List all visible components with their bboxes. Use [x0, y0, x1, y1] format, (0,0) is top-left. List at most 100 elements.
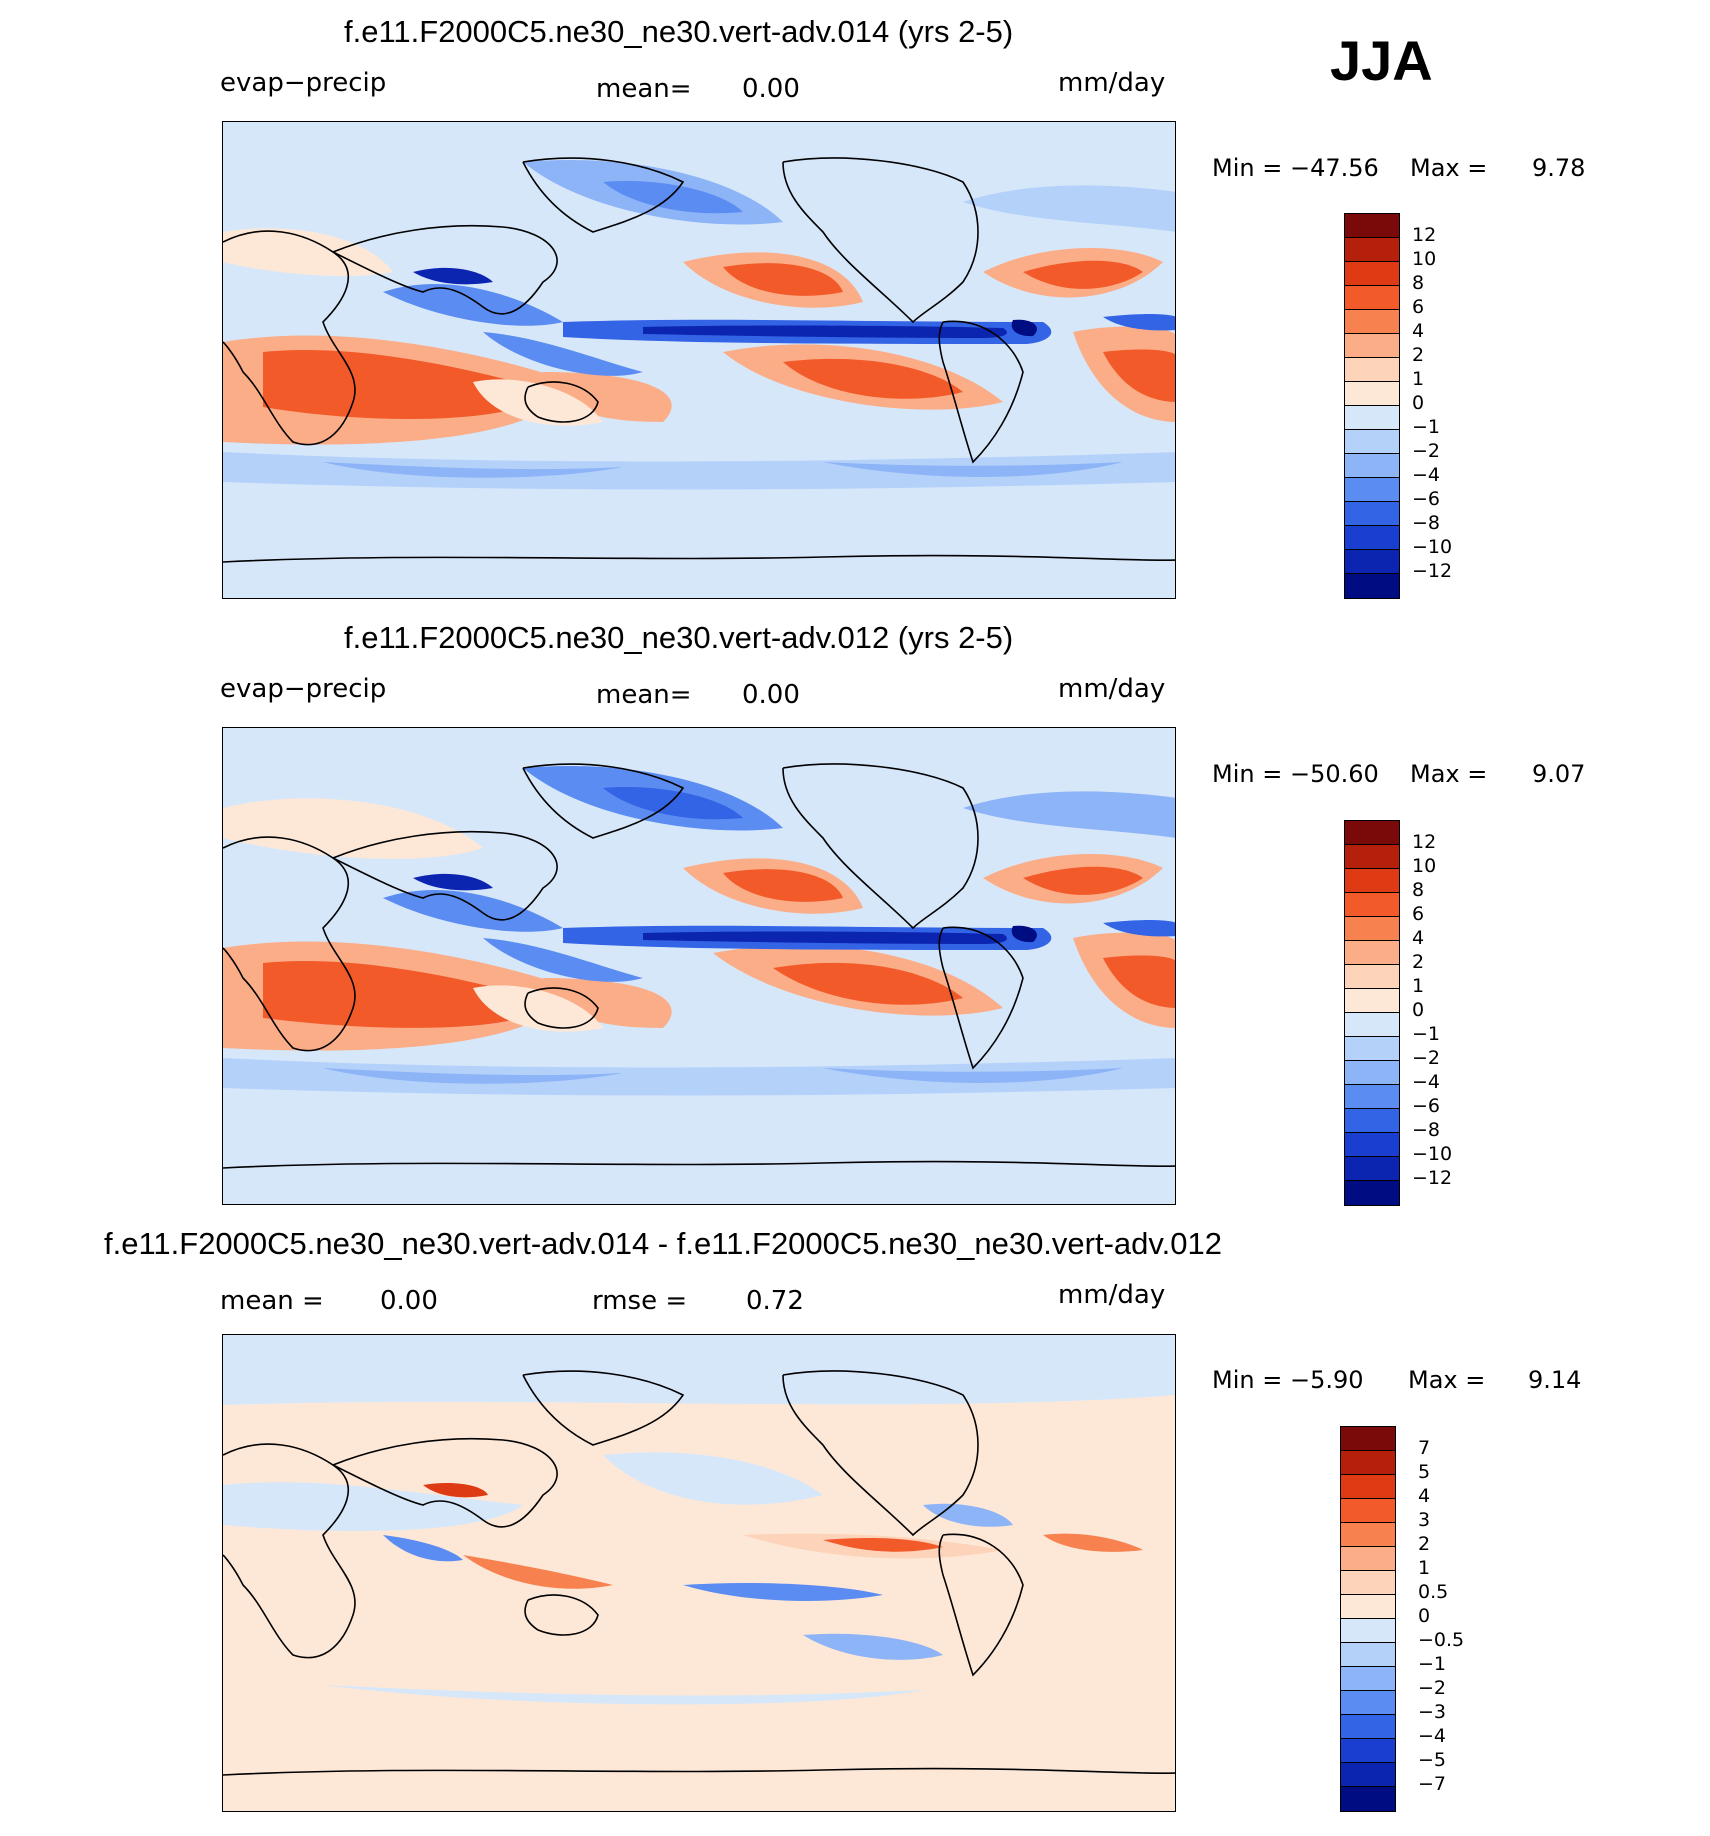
- colorbar-tick: −6: [1412, 488, 1441, 510]
- colorbar-tick: 1: [1418, 1557, 1431, 1579]
- colorbar-swatch: [1345, 1037, 1399, 1061]
- colorbar-swatch: [1341, 1763, 1395, 1787]
- panel1-min-label: Min = −47.56: [1212, 154, 1379, 182]
- colorbar-swatch: [1341, 1619, 1395, 1643]
- colorbar-tick: 2: [1418, 1533, 1431, 1555]
- colorbar-tick: −12: [1412, 1167, 1453, 1189]
- colorbar-swatch: [1345, 310, 1399, 334]
- season-label: JJA: [1330, 29, 1433, 92]
- colorbar-swatch: [1345, 574, 1399, 598]
- colorbar-tick: 0: [1412, 999, 1425, 1021]
- colorbar-tick: 1: [1412, 368, 1425, 390]
- colorbar-tick: 4: [1412, 320, 1425, 342]
- colorbar-tick: 5: [1418, 1461, 1431, 1483]
- colorbar-swatch: [1345, 1013, 1399, 1037]
- colorbar-tick: −2: [1412, 440, 1441, 462]
- colorbar-tick: 2: [1412, 951, 1425, 973]
- panel1-title: f.e11.F2000C5.ne30_ne30.vert-adv.014 (yr…: [344, 14, 1014, 49]
- colorbar-tick: −10: [1412, 1143, 1453, 1165]
- colorbar-tick: 10: [1412, 248, 1437, 270]
- colorbar-swatch: [1345, 406, 1399, 430]
- colorbar-tick: −2: [1412, 1047, 1441, 1069]
- panel1-max-value: 9.78: [1532, 154, 1586, 182]
- colorbar-tick: −1: [1412, 416, 1441, 438]
- colorbar-swatch: [1341, 1595, 1395, 1619]
- colorbar-tick: 12: [1412, 224, 1437, 246]
- colorbar-swatch: [1345, 550, 1399, 574]
- panel2-map: [222, 727, 1176, 1205]
- panel2-colorbar: [1344, 820, 1400, 1206]
- panel3-mean-value: 0.00: [380, 1286, 438, 1316]
- panel1-mean-value: 0.00: [742, 74, 800, 104]
- colorbar-tick: −6: [1412, 1095, 1441, 1117]
- colorbar-tick: 10: [1412, 855, 1437, 877]
- colorbar-swatch: [1341, 1523, 1395, 1547]
- colorbar-swatch: [1341, 1787, 1395, 1811]
- panel2-mean-label: mean=: [596, 680, 692, 710]
- panel3-rmse-value: 0.72: [746, 1286, 804, 1316]
- colorbar-tick: −4: [1412, 1071, 1441, 1093]
- panel3-map: [222, 1334, 1176, 1812]
- panel2-mean-value: 0.00: [742, 680, 800, 710]
- panel2-max-value: 9.07: [1532, 760, 1586, 788]
- colorbar-swatch: [1341, 1715, 1395, 1739]
- colorbar-swatch: [1345, 526, 1399, 550]
- colorbar-tick: 2: [1412, 344, 1425, 366]
- colorbar-swatch: [1341, 1739, 1395, 1763]
- panel3-mean-label: mean =: [220, 1286, 324, 1316]
- colorbar-swatch: [1345, 869, 1399, 893]
- panel3-rmse-label: rmse =: [592, 1286, 688, 1316]
- colorbar-swatch: [1341, 1667, 1395, 1691]
- panel3-colorbar: [1340, 1426, 1396, 1812]
- colorbar-tick: −4: [1418, 1725, 1447, 1747]
- colorbar-tick: −12: [1412, 560, 1453, 582]
- colorbar-tick: −0.5: [1418, 1629, 1465, 1651]
- colorbar-swatch: [1345, 286, 1399, 310]
- colorbar-swatch: [1341, 1643, 1395, 1667]
- colorbar-tick: 0: [1412, 392, 1425, 414]
- colorbar-tick: −10: [1412, 536, 1453, 558]
- colorbar-tick: −2: [1418, 1677, 1447, 1699]
- colorbar-swatch: [1345, 430, 1399, 454]
- colorbar-swatch: [1345, 358, 1399, 382]
- colorbar-tick: 0: [1418, 1605, 1431, 1627]
- colorbar-swatch: [1345, 917, 1399, 941]
- colorbar-swatch: [1345, 1181, 1399, 1205]
- colorbar-swatch: [1345, 941, 1399, 965]
- panel3-map-field: [223, 1335, 1175, 1811]
- colorbar-swatch: [1345, 821, 1399, 845]
- colorbar-tick: 6: [1412, 296, 1425, 318]
- panel1-colorbar: [1344, 213, 1400, 599]
- colorbar-tick: 3: [1418, 1509, 1431, 1531]
- colorbar-tick: 1: [1412, 975, 1425, 997]
- panel3-max-label: Max =: [1408, 1366, 1486, 1394]
- colorbar-tick: 0.5: [1418, 1581, 1449, 1603]
- panel2-min-label: Min = −50.60: [1212, 760, 1379, 788]
- colorbar-swatch: [1345, 502, 1399, 526]
- colorbar-swatch: [1341, 1691, 1395, 1715]
- colorbar-swatch: [1341, 1571, 1395, 1595]
- colorbar-tick: 4: [1418, 1485, 1431, 1507]
- colorbar-tick: 7: [1418, 1437, 1431, 1459]
- colorbar-swatch: [1345, 382, 1399, 406]
- panel1-units: mm/day: [1058, 68, 1166, 98]
- colorbar-swatch: [1345, 1109, 1399, 1133]
- colorbar-swatch: [1345, 1157, 1399, 1181]
- colorbar-tick: −3: [1418, 1701, 1447, 1723]
- panel3-min-label: Min = −5.90: [1212, 1366, 1364, 1394]
- colorbar-swatch: [1345, 989, 1399, 1013]
- panel2-units: mm/day: [1058, 674, 1166, 704]
- panel1-mean-label: mean=: [596, 74, 692, 104]
- colorbar-swatch: [1341, 1499, 1395, 1523]
- panel1-map: [222, 121, 1176, 599]
- colorbar-tick: −5: [1418, 1749, 1447, 1771]
- colorbar-swatch: [1345, 1061, 1399, 1085]
- colorbar-tick: −1: [1412, 1023, 1441, 1045]
- colorbar-swatch: [1345, 214, 1399, 238]
- colorbar-swatch: [1345, 262, 1399, 286]
- colorbar-swatch: [1345, 1133, 1399, 1157]
- colorbar-swatch: [1341, 1475, 1395, 1499]
- colorbar-swatch: [1345, 845, 1399, 869]
- colorbar-swatch: [1345, 238, 1399, 262]
- panel2-map-field: [223, 728, 1175, 1204]
